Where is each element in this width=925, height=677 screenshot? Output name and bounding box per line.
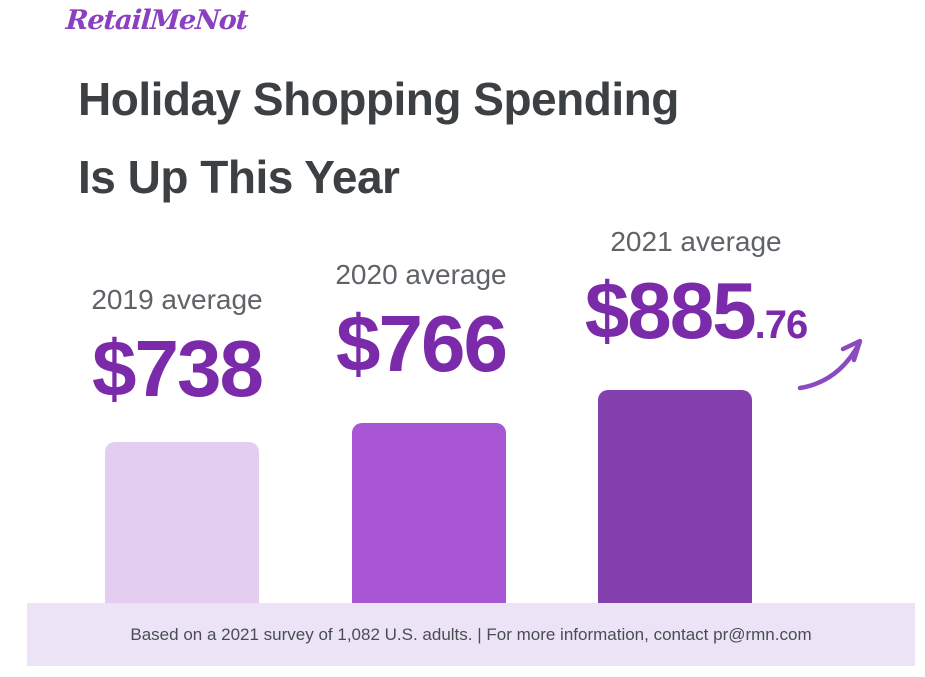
bar-2019: [105, 442, 259, 603]
bar-group-2021: 2021 average $885.76: [541, 226, 851, 366]
growth-arrow-icon: [797, 338, 863, 391]
value-main: $738: [92, 324, 264, 413]
title-line-2: Is Up This Year: [78, 151, 400, 203]
title-line-1: Holiday Shopping Spending: [78, 73, 679, 125]
footer-note: Based on a 2021 survey of 1,082 U.S. adu…: [130, 624, 812, 644]
bar-value-2021: $885.76: [541, 270, 851, 366]
bar-group-2020: 2020 average $766: [266, 259, 576, 399]
bar-group-2019: 2019 average $738: [22, 284, 332, 424]
page-title: Holiday Shopping Spending Is Up This Yea…: [78, 60, 679, 216]
bar-value-2020: $766: [266, 303, 576, 399]
retailmenot-logo: RetailMeNot: [64, 5, 249, 36]
value-decimals: .76: [754, 303, 809, 347]
footer-band: Based on a 2021 survey of 1,082 U.S. adu…: [27, 603, 915, 666]
value-main: $766: [336, 299, 508, 388]
bar-label-2021: 2021 average: [610, 226, 782, 257]
bar-label-2020: 2020 average: [335, 259, 507, 290]
bar-2021: [598, 390, 752, 603]
bar-2020: [352, 423, 506, 603]
value-main: $885: [584, 266, 757, 355]
bar-value-2019: $738: [22, 328, 332, 424]
bar-label-2019: 2019 average: [91, 284, 263, 315]
